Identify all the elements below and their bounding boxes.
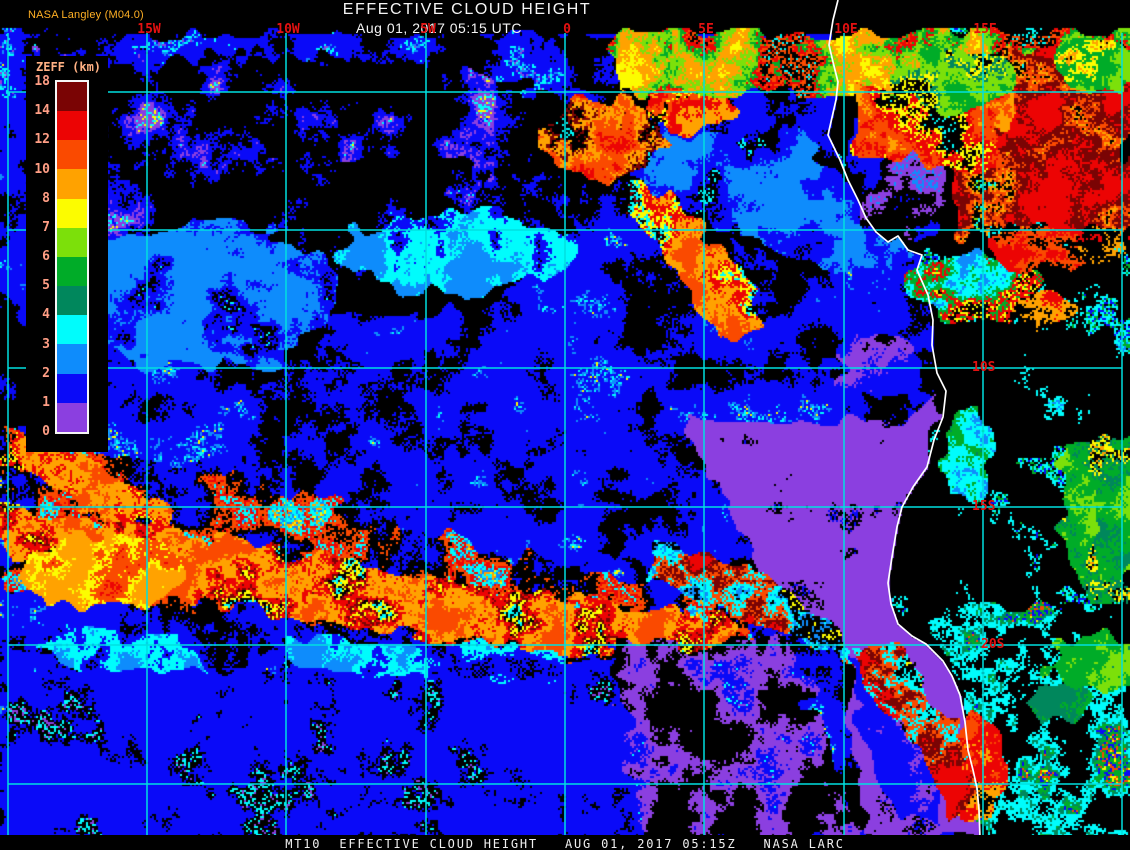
footer-bar: MT10 EFFECTIVE CLOUD HEIGHT AUG 01, 2017…	[0, 835, 1130, 850]
legend-tick-5: 5	[42, 278, 50, 294]
legend-tick-12: 12	[34, 132, 50, 148]
lat-label-15S: 15S	[972, 499, 996, 514]
legend-tick-0: 0	[42, 424, 50, 439]
legend-tick-18: 18	[34, 74, 50, 89]
footer-text: MT10 EFFECTIVE CLOUD HEIGHT AUG 01, 2017…	[285, 837, 845, 850]
legend-tick-8: 8	[42, 190, 50, 206]
legend-color-segment	[57, 82, 87, 112]
legend-tick-1: 1	[42, 394, 50, 410]
legend-color-segment	[57, 373, 87, 403]
lon-label-15E: 15E	[973, 22, 997, 37]
legend-color-segment	[57, 111, 87, 141]
legend-color-segment	[57, 315, 87, 345]
lat-label-20S: 20S	[981, 637, 1005, 652]
legend-color-segment	[57, 169, 87, 199]
lon-label-0: 0	[563, 22, 571, 37]
legend-color-segment	[57, 344, 87, 374]
legend-colorbar	[55, 80, 89, 434]
lon-label-15W: 15W	[137, 22, 161, 37]
legend-color-segment	[57, 140, 87, 170]
legend-tick-2: 2	[42, 365, 50, 381]
lon-label-5W: 5W	[420, 22, 436, 37]
credit-label: NASA Langley (M04.0)	[28, 9, 144, 21]
timestamp-subtitle: Aug 01, 2017 05:15 UTC	[356, 20, 522, 36]
legend-tick-3: 3	[42, 336, 50, 352]
legend-color-segment	[57, 227, 87, 257]
page-title: EFFECTIVE CLOUD HEIGHT	[342, 1, 592, 18]
legend-tick-10: 10	[34, 161, 50, 177]
lon-label-5E: 5E	[698, 22, 714, 37]
legend-tick-6: 6	[42, 249, 50, 264]
legend-title: ZEFF (km)	[36, 60, 102, 74]
legend-tick-7: 7	[42, 219, 50, 235]
lon-label-10W: 10W	[276, 22, 300, 37]
lon-label-10E: 10E	[834, 22, 858, 37]
legend-color-segment	[57, 402, 87, 432]
legend-color-segment	[57, 286, 87, 316]
legend-tick-4: 4	[42, 307, 50, 323]
legend-color-segment	[57, 256, 87, 287]
legend-tick-14: 14	[34, 103, 50, 119]
legend-color-segment	[57, 198, 87, 228]
lat-label-10S: 10S	[972, 360, 996, 375]
